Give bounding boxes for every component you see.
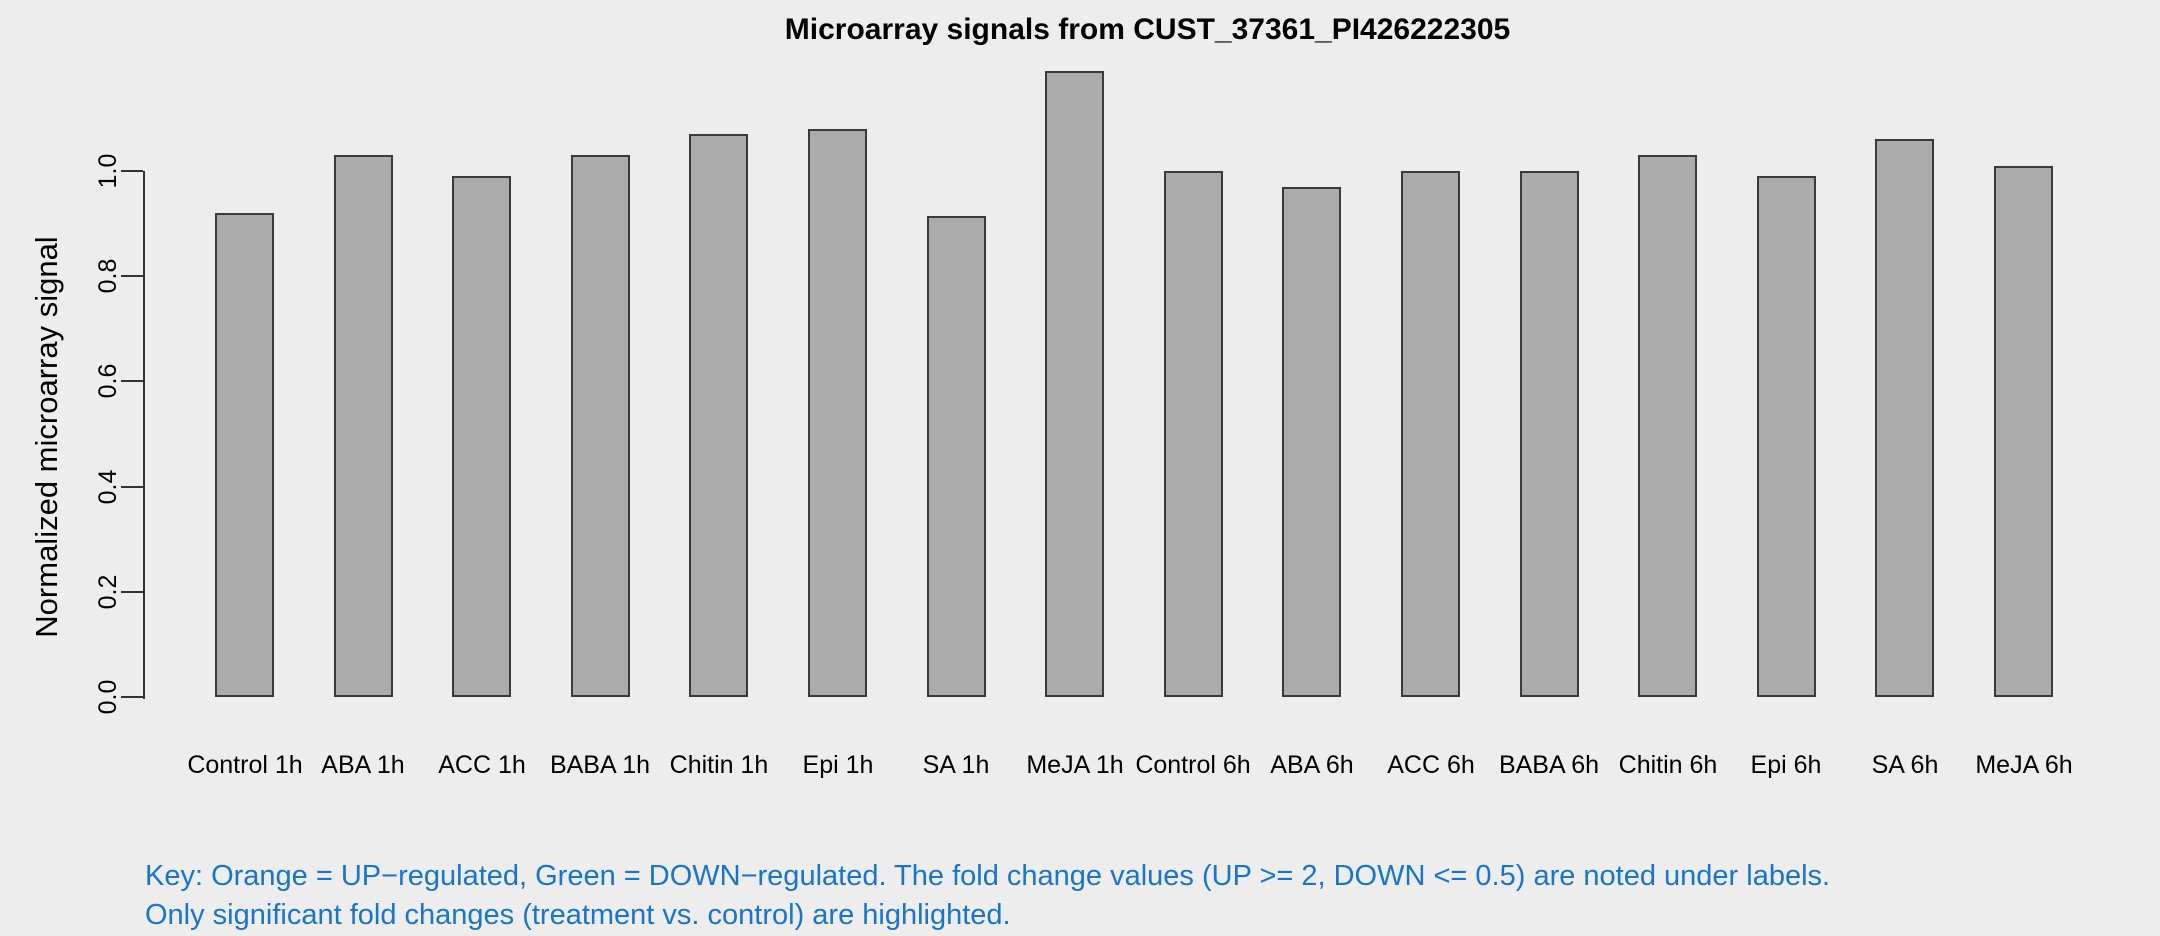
- key-text-line-1: Key: Orange = UP−regulated, Green = DOWN…: [145, 860, 1831, 892]
- chart-title: Microarray signals from CUST_37361_PI426…: [784, 13, 1511, 46]
- x-axis-label: MeJA 1h: [1026, 751, 1124, 779]
- y-axis-tick: [121, 170, 143, 172]
- bar-control-1h: [215, 213, 274, 697]
- x-axis-label: Epi 6h: [1750, 751, 1822, 779]
- bar-sa-1h: [927, 216, 986, 697]
- y-axis-tick-label: 0.0: [94, 679, 122, 715]
- y-axis-tick: [121, 275, 143, 278]
- x-axis-label: SA 1h: [922, 751, 990, 779]
- bar-meja-6h: [1994, 166, 2053, 697]
- bar-epi-1h: [808, 129, 867, 697]
- bar-acc-1h: [452, 176, 511, 697]
- bar-baba-1h: [571, 155, 630, 697]
- x-axis-label: ACC 1h: [438, 751, 526, 779]
- y-axis-tick-label: 0.2: [94, 574, 122, 610]
- x-axis-label: BABA 1h: [549, 751, 651, 779]
- x-axis-label: Control 1h: [187, 751, 303, 779]
- x-axis-label: ABA 6h: [1270, 751, 1354, 779]
- x-axis-label: ACC 6h: [1387, 751, 1475, 779]
- bar-chitin-1h: [689, 134, 748, 697]
- bar-baba-6h: [1520, 171, 1579, 697]
- x-axis-label: Control 6h: [1135, 751, 1251, 779]
- x-axis-label: Chitin 6h: [1618, 751, 1718, 779]
- y-axis-tick: [121, 485, 143, 488]
- y-axis-tick: [121, 590, 143, 593]
- y-axis-tick-label: 0.8: [94, 258, 122, 294]
- y-axis-tick-label: 1.0: [94, 153, 122, 189]
- y-axis-tick-label: 0.6: [94, 364, 122, 399]
- key-text-line-2: Only significant fold changes (treatment…: [145, 899, 1011, 931]
- bar-aba-1h: [334, 155, 393, 697]
- bar-control-6h: [1164, 171, 1223, 697]
- y-axis-line: [143, 171, 145, 699]
- bar-chitin-6h: [1638, 155, 1697, 697]
- bar-acc-6h: [1401, 171, 1460, 697]
- bar-epi-6h: [1757, 176, 1816, 697]
- bar-meja-1h: [1045, 71, 1104, 697]
- x-axis-label: ABA 1h: [321, 751, 405, 779]
- x-axis-label: MeJA 6h: [1975, 751, 2073, 779]
- y-axis-tick-label: 0.4: [94, 469, 122, 504]
- x-axis-label: Epi 1h: [802, 751, 874, 779]
- x-axis-label: Chitin 1h: [669, 751, 769, 779]
- y-axis-tick: [121, 380, 143, 383]
- y-axis-title: Normalized microarray signal: [29, 236, 64, 638]
- x-axis-label: SA 6h: [1871, 751, 1939, 779]
- bar-sa-6h: [1875, 139, 1934, 697]
- y-axis-tick: [121, 696, 143, 698]
- x-axis-label: BABA 6h: [1498, 751, 1600, 779]
- bar-aba-6h: [1282, 187, 1341, 697]
